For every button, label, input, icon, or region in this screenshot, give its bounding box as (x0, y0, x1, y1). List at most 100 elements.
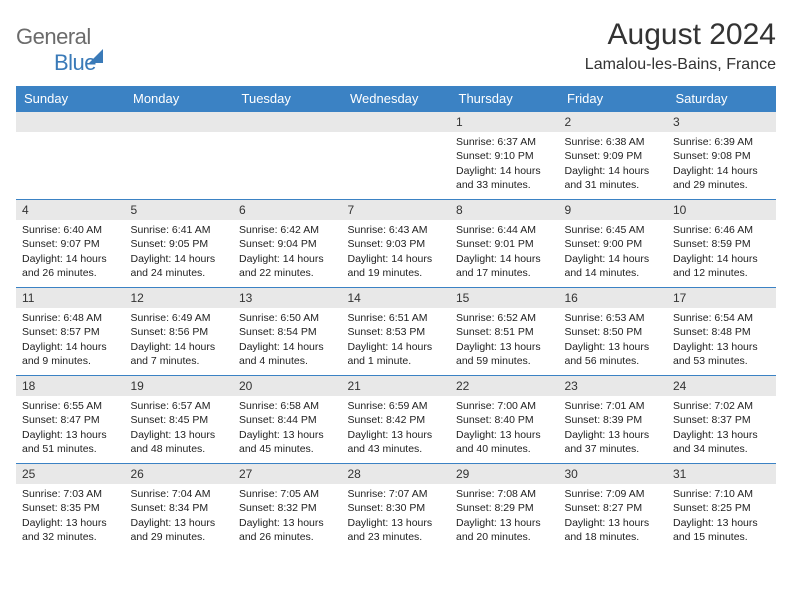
calendar-cell: 2Sunrise: 6:38 AMSunset: 9:09 PMDaylight… (559, 112, 668, 200)
calendar-cell: 24Sunrise: 7:02 AMSunset: 8:37 PMDayligh… (667, 376, 776, 464)
calendar-row: 4Sunrise: 6:40 AMSunset: 9:07 PMDaylight… (16, 200, 776, 288)
sunset-line: Sunset: 8:32 PM (239, 501, 336, 515)
logo-part2: Blue (54, 50, 96, 75)
logo-part1: General (16, 24, 91, 49)
day-number: 21 (342, 376, 451, 396)
day-number: 31 (667, 464, 776, 484)
calendar-cell: 7Sunrise: 6:43 AMSunset: 9:03 PMDaylight… (342, 200, 451, 288)
daylight-line: Daylight: 14 hours and 1 minute. (348, 340, 445, 368)
day-content: Sunrise: 7:07 AMSunset: 8:30 PMDaylight:… (342, 484, 451, 548)
day-content: Sunrise: 6:53 AMSunset: 8:50 PMDaylight:… (559, 308, 668, 372)
page-subtitle: Lamalou-les-Bains, France (585, 56, 776, 74)
sunset-line: Sunset: 9:08 PM (673, 149, 770, 163)
sunrise-line: Sunrise: 6:43 AM (348, 223, 445, 237)
day-content: Sunrise: 7:04 AMSunset: 8:34 PMDaylight:… (125, 484, 234, 548)
day-number: 19 (125, 376, 234, 396)
calendar-cell: 28Sunrise: 7:07 AMSunset: 8:30 PMDayligh… (342, 464, 451, 552)
day-content: Sunrise: 7:09 AMSunset: 8:27 PMDaylight:… (559, 484, 668, 548)
sunrise-line: Sunrise: 7:03 AM (22, 487, 119, 501)
sunrise-line: Sunrise: 6:57 AM (131, 399, 228, 413)
day-number: 15 (450, 288, 559, 308)
daylight-line: Daylight: 14 hours and 12 minutes. (673, 252, 770, 280)
day-content: Sunrise: 6:54 AMSunset: 8:48 PMDaylight:… (667, 308, 776, 372)
day-content: Sunrise: 6:38 AMSunset: 9:09 PMDaylight:… (559, 132, 668, 196)
sunset-line: Sunset: 8:30 PM (348, 501, 445, 515)
calendar-cell: 31Sunrise: 7:10 AMSunset: 8:25 PMDayligh… (667, 464, 776, 552)
calendar-row: 25Sunrise: 7:03 AMSunset: 8:35 PMDayligh… (16, 464, 776, 552)
sunset-line: Sunset: 8:42 PM (348, 413, 445, 427)
calendar-cell (342, 112, 451, 200)
day-number: 18 (16, 376, 125, 396)
daylight-line: Daylight: 14 hours and 19 minutes. (348, 252, 445, 280)
day-content: Sunrise: 6:58 AMSunset: 8:44 PMDaylight:… (233, 396, 342, 460)
daylight-line: Daylight: 14 hours and 17 minutes. (456, 252, 553, 280)
calendar-cell: 1Sunrise: 6:37 AMSunset: 9:10 PMDaylight… (450, 112, 559, 200)
calendar-cell: 11Sunrise: 6:48 AMSunset: 8:57 PMDayligh… (16, 288, 125, 376)
daylight-line: Daylight: 13 hours and 15 minutes. (673, 516, 770, 544)
sunset-line: Sunset: 8:57 PM (22, 325, 119, 339)
day-content: Sunrise: 6:42 AMSunset: 9:04 PMDaylight:… (233, 220, 342, 284)
day-number: 27 (233, 464, 342, 484)
sunrise-line: Sunrise: 7:10 AM (673, 487, 770, 501)
sunrise-line: Sunrise: 6:41 AM (131, 223, 228, 237)
day-content: Sunrise: 6:46 AMSunset: 8:59 PMDaylight:… (667, 220, 776, 284)
day-number: 24 (667, 376, 776, 396)
calendar-cell: 4Sunrise: 6:40 AMSunset: 9:07 PMDaylight… (16, 200, 125, 288)
calendar-body: 1Sunrise: 6:37 AMSunset: 9:10 PMDaylight… (16, 112, 776, 552)
weekday-header: Wednesday (342, 86, 451, 112)
day-number: 9 (559, 200, 668, 220)
day-number: 10 (667, 200, 776, 220)
day-number-empty (233, 112, 342, 132)
weekday-header: Monday (125, 86, 234, 112)
day-content: Sunrise: 6:41 AMSunset: 9:05 PMDaylight:… (125, 220, 234, 284)
weekday-header: Saturday (667, 86, 776, 112)
sunrise-line: Sunrise: 6:38 AM (565, 135, 662, 149)
day-number: 17 (667, 288, 776, 308)
day-number-empty (342, 112, 451, 132)
sunrise-line: Sunrise: 7:07 AM (348, 487, 445, 501)
day-number: 6 (233, 200, 342, 220)
calendar-cell: 8Sunrise: 6:44 AMSunset: 9:01 PMDaylight… (450, 200, 559, 288)
daylight-line: Daylight: 13 hours and 32 minutes. (22, 516, 119, 544)
calendar-cell: 15Sunrise: 6:52 AMSunset: 8:51 PMDayligh… (450, 288, 559, 376)
daylight-line: Daylight: 13 hours and 34 minutes. (673, 428, 770, 456)
sunset-line: Sunset: 8:44 PM (239, 413, 336, 427)
calendar-cell: 26Sunrise: 7:04 AMSunset: 8:34 PMDayligh… (125, 464, 234, 552)
daylight-line: Daylight: 13 hours and 45 minutes. (239, 428, 336, 456)
sunrise-line: Sunrise: 6:52 AM (456, 311, 553, 325)
day-content: Sunrise: 6:39 AMSunset: 9:08 PMDaylight:… (667, 132, 776, 196)
calendar-cell: 30Sunrise: 7:09 AMSunset: 8:27 PMDayligh… (559, 464, 668, 552)
calendar-row: 18Sunrise: 6:55 AMSunset: 8:47 PMDayligh… (16, 376, 776, 464)
day-content: Sunrise: 6:49 AMSunset: 8:56 PMDaylight:… (125, 308, 234, 372)
daylight-line: Daylight: 13 hours and 59 minutes. (456, 340, 553, 368)
calendar-cell: 22Sunrise: 7:00 AMSunset: 8:40 PMDayligh… (450, 376, 559, 464)
day-content: Sunrise: 7:10 AMSunset: 8:25 PMDaylight:… (667, 484, 776, 548)
sunset-line: Sunset: 8:47 PM (22, 413, 119, 427)
daylight-line: Daylight: 14 hours and 31 minutes. (565, 164, 662, 192)
weekday-header-row: SundayMondayTuesdayWednesdayThursdayFrid… (16, 86, 776, 112)
day-number: 14 (342, 288, 451, 308)
daylight-line: Daylight: 14 hours and 14 minutes. (565, 252, 662, 280)
sunrise-line: Sunrise: 6:54 AM (673, 311, 770, 325)
sunrise-line: Sunrise: 6:50 AM (239, 311, 336, 325)
sunrise-line: Sunrise: 6:58 AM (239, 399, 336, 413)
calendar-cell: 25Sunrise: 7:03 AMSunset: 8:35 PMDayligh… (16, 464, 125, 552)
sunrise-line: Sunrise: 6:44 AM (456, 223, 553, 237)
logo: General Blue (16, 18, 103, 76)
calendar-cell (233, 112, 342, 200)
daylight-line: Daylight: 14 hours and 9 minutes. (22, 340, 119, 368)
daylight-line: Daylight: 14 hours and 4 minutes. (239, 340, 336, 368)
daylight-line: Daylight: 13 hours and 43 minutes. (348, 428, 445, 456)
sunset-line: Sunset: 9:10 PM (456, 149, 553, 163)
calendar-cell: 17Sunrise: 6:54 AMSunset: 8:48 PMDayligh… (667, 288, 776, 376)
daylight-line: Daylight: 14 hours and 33 minutes. (456, 164, 553, 192)
day-number: 26 (125, 464, 234, 484)
day-content: Sunrise: 6:45 AMSunset: 9:00 PMDaylight:… (559, 220, 668, 284)
day-content: Sunrise: 7:02 AMSunset: 8:37 PMDaylight:… (667, 396, 776, 460)
day-content: Sunrise: 6:48 AMSunset: 8:57 PMDaylight:… (16, 308, 125, 372)
sunset-line: Sunset: 9:09 PM (565, 149, 662, 163)
calendar-cell: 5Sunrise: 6:41 AMSunset: 9:05 PMDaylight… (125, 200, 234, 288)
sunset-line: Sunset: 8:29 PM (456, 501, 553, 515)
day-number-empty (16, 112, 125, 132)
calendar-cell: 9Sunrise: 6:45 AMSunset: 9:00 PMDaylight… (559, 200, 668, 288)
